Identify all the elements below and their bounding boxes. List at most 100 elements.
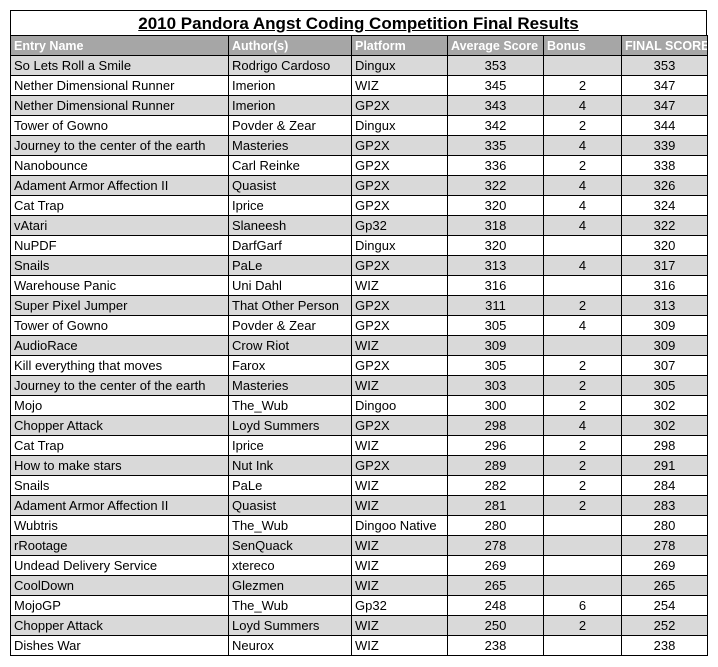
table-cell: Imerion (228, 95, 352, 116)
table-cell: GP2X (351, 195, 448, 216)
table-cell: That Other Person (228, 295, 352, 316)
table-cell: Warehouse Panic (10, 275, 229, 296)
table-cell: Journey to the center of the earth (10, 375, 229, 396)
table-cell: WIZ (351, 375, 448, 396)
table-cell: xtereco (228, 555, 352, 576)
table-cell: SenQuack (228, 535, 352, 556)
table-cell: Imerion (228, 75, 352, 96)
table-cell: 317 (621, 255, 708, 276)
table-cell: 269 (447, 555, 544, 576)
table-row: Nanobounce Carl Reinke GP2X 336 2 338 (10, 155, 708, 176)
results-table: Entry Name Author(s) Platform Average Score… (10, 35, 708, 656)
table-cell: 4 (543, 415, 622, 436)
table-cell: WIZ (351, 555, 448, 576)
results-sheet: 2010 Pandora Angst Coding Competition Fi… (10, 10, 708, 656)
table-cell: Tower of Gowno (10, 115, 229, 136)
table-row: Wubtris The_Wub Dingoo Native 280 280 (10, 515, 708, 536)
table-cell: 4 (543, 175, 622, 196)
table-cell (543, 555, 622, 576)
table-cell: Quasist (228, 175, 352, 196)
table-cell (543, 515, 622, 536)
table-cell: 343 (447, 95, 544, 116)
table-cell (543, 635, 622, 656)
table-row: Kill everything that moves Farox GP2X 305 2 3… (10, 355, 708, 376)
table-cell: 2 (543, 435, 622, 456)
table-cell: 2 (543, 115, 622, 136)
table-cell: 248 (447, 595, 544, 616)
table-row: Chopper Attack Loyd Summers GP2X 298 4 302 (10, 415, 708, 436)
table-row: Cat Trap Iprice WIZ 296 2 298 (10, 435, 708, 456)
table-cell: WIZ (351, 75, 448, 96)
table-cell: Chopper Attack (10, 415, 229, 436)
table-row: Chopper Attack Loyd Summers WIZ 250 2 252 (10, 615, 708, 636)
table-cell: Nether Dimensional Runner (10, 95, 229, 116)
table-cell: Loyd Summers (228, 415, 352, 436)
table-row: Nether Dimensional Runner Imerion WIZ 345 2 3… (10, 75, 708, 96)
table-cell: Loyd Summers (228, 615, 352, 636)
table-cell: GP2X (351, 255, 448, 276)
table-cell: WIZ (351, 475, 448, 496)
table-cell: Masteries (228, 135, 352, 156)
table-cell (543, 535, 622, 556)
table-row: Snails PaLe GP2X 313 4 317 (10, 255, 708, 276)
table-cell: Gp32 (351, 595, 448, 616)
table-cell: 2 (543, 455, 622, 476)
table-cell: 347 (621, 75, 708, 96)
header-cell: FINAL SCORE (621, 35, 708, 56)
table-cell: 342 (447, 115, 544, 136)
table-cell: The_Wub (228, 595, 352, 616)
table-cell (543, 335, 622, 356)
table-cell: WIZ (351, 575, 448, 596)
table-cell: Quasist (228, 495, 352, 516)
table-row: Tower of Gowno Povder & Zear GP2X 305 4 309 (10, 315, 708, 336)
table-cell: 265 (447, 575, 544, 596)
table-cell: Dingux (351, 115, 448, 136)
table-cell: 320 (447, 235, 544, 256)
table-cell: GP2X (351, 175, 448, 196)
table-cell (543, 55, 622, 76)
table-cell: 2 (543, 155, 622, 176)
table-cell: 320 (447, 195, 544, 216)
table-cell: NuPDF (10, 235, 229, 256)
table-cell: 282 (447, 475, 544, 496)
table-row: Journey to the center of the earth Master… (10, 375, 708, 396)
table-cell: 238 (621, 635, 708, 656)
table-cell: Dingoo Native (351, 515, 448, 536)
table-cell: 305 (447, 355, 544, 376)
table-cell: WIZ (351, 435, 448, 456)
table-cell: 254 (621, 595, 708, 616)
header-cell: Bonus (543, 35, 622, 56)
table-cell: Dingux (351, 235, 448, 256)
table-cell (543, 275, 622, 296)
table-row: Undead Delivery Service xtereco WIZ 269 269 (10, 555, 708, 576)
table-cell: GP2X (351, 155, 448, 176)
table-cell: 4 (543, 135, 622, 156)
table-cell: So Lets Roll a Smile (10, 55, 229, 76)
table-cell: Cat Trap (10, 435, 229, 456)
table-row: Cat Trap Iprice GP2X 320 4 324 (10, 195, 708, 216)
table-cell: 303 (447, 375, 544, 396)
table-row: Nether Dimensional Runner Imerion GP2X 343 4… (10, 95, 708, 116)
table-cell: MojoGP (10, 595, 229, 616)
table-cell: 2 (543, 375, 622, 396)
header-cell: Platform (351, 35, 448, 56)
table-cell: 252 (621, 615, 708, 636)
table-cell (543, 235, 622, 256)
table-cell: 353 (621, 55, 708, 76)
table-cell: 305 (447, 315, 544, 336)
table-cell: Cat Trap (10, 195, 229, 216)
table-cell: Nanobounce (10, 155, 229, 176)
table-cell: 238 (447, 635, 544, 656)
table-cell: The_Wub (228, 395, 352, 416)
table-cell: GP2X (351, 415, 448, 436)
table-cell: Neurox (228, 635, 352, 656)
header-cell: Average Score (447, 35, 544, 56)
table-cell: Dingoo (351, 395, 448, 416)
table-cell: WIZ (351, 535, 448, 556)
table-cell: 2 (543, 475, 622, 496)
table-cell: 6 (543, 595, 622, 616)
table-cell: How to make stars (10, 455, 229, 476)
table-cell: 4 (543, 215, 622, 236)
table-cell: Snails (10, 255, 229, 276)
